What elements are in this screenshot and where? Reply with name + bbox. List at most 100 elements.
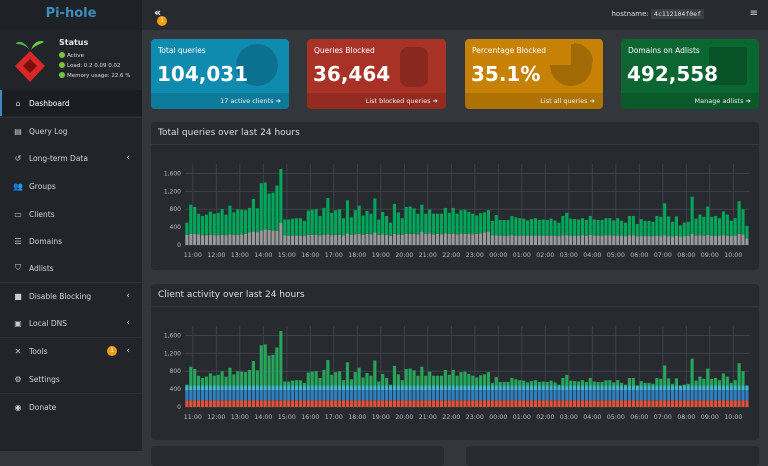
x-tick-label: 05:00	[607, 414, 625, 421]
bar-segment	[467, 400, 471, 407]
bar-segment	[541, 400, 545, 407]
sidebar-item-groups[interactable]: 👥 Groups	[0, 173, 142, 199]
bar-segment	[667, 400, 671, 407]
bar-segment	[200, 390, 205, 401]
bar-segment	[620, 385, 624, 391]
bar-segment	[435, 400, 440, 407]
bar-segment	[620, 235, 624, 245]
bar-segment	[561, 235, 565, 245]
bar-segment	[306, 390, 310, 401]
bar-segment	[228, 205, 232, 235]
bar-segment	[714, 377, 718, 386]
bar-segment	[224, 376, 228, 386]
bar-segment	[306, 210, 310, 235]
bar-segment	[702, 390, 706, 401]
bar-segment	[584, 235, 588, 245]
sidebar-toggle-icon[interactable]: «	[154, 6, 162, 19]
bar-segment	[185, 234, 189, 245]
sidebar-item-clients[interactable]: ▭ Clients	[0, 201, 142, 227]
bar-segment	[200, 385, 205, 391]
bar-segment	[459, 390, 463, 401]
bar-segment	[663, 235, 667, 245]
bar-segment	[533, 400, 537, 407]
chevron-left-icon[interactable]: ‹	[126, 346, 130, 356]
bar-segment	[189, 400, 193, 407]
chevron-left-icon[interactable]: ‹	[126, 153, 130, 163]
bar-segment	[537, 400, 541, 407]
sidebar-item-dashboard[interactable]: ⌂ Dashboard	[0, 90, 142, 116]
bar-segment	[682, 400, 686, 407]
bar-segment	[561, 215, 565, 236]
x-tick-label: 20:00	[395, 252, 413, 259]
sidebar-item-disable-blocking[interactable]: ■ Disable Blocking ‹	[0, 283, 142, 309]
bar-segment	[729, 385, 733, 391]
bar-segment	[287, 400, 291, 407]
bar-segment	[432, 234, 436, 245]
bar-segment	[212, 385, 216, 391]
card-footer-link[interactable]: List all queries ➜	[465, 93, 603, 109]
bar-segment	[710, 378, 714, 386]
chevron-left-icon[interactable]: ‹	[126, 291, 130, 301]
sidebar-item-domains[interactable]: ☰ Domains	[0, 228, 142, 254]
bar-segment	[463, 400, 467, 407]
notification-badge[interactable]: 1	[157, 16, 167, 26]
sidebar-item-long-term-data[interactable]: ↺ Long-term Data ‹	[0, 145, 142, 171]
bar-segment	[294, 235, 299, 245]
menu-icon[interactable]: ≡	[749, 8, 758, 19]
bar-segment	[193, 390, 197, 401]
chart-title: Total queries over last 24 hours	[158, 128, 300, 138]
bar-segment	[510, 385, 514, 391]
x-tick-label: 16:00	[301, 414, 319, 421]
bar-segment	[482, 390, 487, 401]
bar-segment	[463, 209, 467, 234]
x-tick-label: 12:00	[207, 252, 225, 259]
arrow-circle-right-icon: ➜	[432, 97, 438, 105]
bar-segment	[216, 212, 220, 236]
bar-segment	[432, 400, 436, 407]
bar-segment	[608, 390, 612, 401]
bar-segment	[424, 400, 428, 407]
bar-segment	[416, 213, 420, 235]
bar-segment	[220, 400, 224, 407]
bar-segment	[565, 385, 569, 391]
x-tick-label: 22:00	[442, 252, 460, 259]
bar-segment	[576, 235, 581, 245]
app-logo-title[interactable]: Pi-hole	[0, 0, 142, 30]
sidebar-divider	[0, 337, 142, 338]
bar-segment	[263, 182, 267, 230]
sidebar-item-adlists[interactable]: ⛉ Adlists	[0, 255, 142, 281]
sidebar-item-tools[interactable]: ✕ Tools 1 ‹	[0, 338, 142, 364]
x-tick-label: 17:00	[325, 252, 343, 259]
bar-segment	[263, 385, 267, 391]
bar-segment	[208, 234, 212, 245]
card-footer-link[interactable]: List blocked queries ➜	[307, 93, 446, 109]
bar-segment	[220, 385, 224, 391]
sidebar-item-donate[interactable]: ◉ Donate	[0, 394, 142, 420]
bar-segment	[588, 400, 592, 407]
shield-icon: ⛉	[15, 263, 21, 272]
bar-segment	[616, 400, 620, 407]
card-value: 104,031	[157, 62, 249, 86]
bar-segment	[349, 385, 353, 391]
bar-segment	[596, 400, 600, 407]
bar-segment	[706, 206, 710, 235]
bar-segment	[635, 390, 639, 401]
sidebar-item-local-dns[interactable]: ▣ Local DNS ‹	[0, 310, 142, 336]
bar-segment	[287, 385, 291, 391]
bar-segment	[561, 385, 565, 391]
y-tick-label: 800	[170, 368, 182, 375]
bar-segment	[717, 390, 722, 401]
bar-segment	[678, 385, 682, 391]
bar-segment	[251, 198, 255, 232]
card-footer-link[interactable]: 17 active clients ➜	[151, 93, 289, 109]
bar-segment	[212, 235, 216, 245]
sidebar-item-query-log[interactable]: ▤ Query Log	[0, 118, 142, 144]
bar-segment	[573, 400, 577, 407]
sidebar-item-settings[interactable]: ⚙ Settings	[0, 366, 142, 392]
card-footer-link[interactable]: Manage adlists ➜	[621, 93, 759, 109]
chevron-left-icon[interactable]: ‹	[126, 318, 130, 328]
status-dot-icon	[59, 72, 65, 78]
bar-segment	[341, 390, 346, 401]
bar-segment	[263, 229, 267, 245]
bar-segment	[369, 213, 373, 235]
